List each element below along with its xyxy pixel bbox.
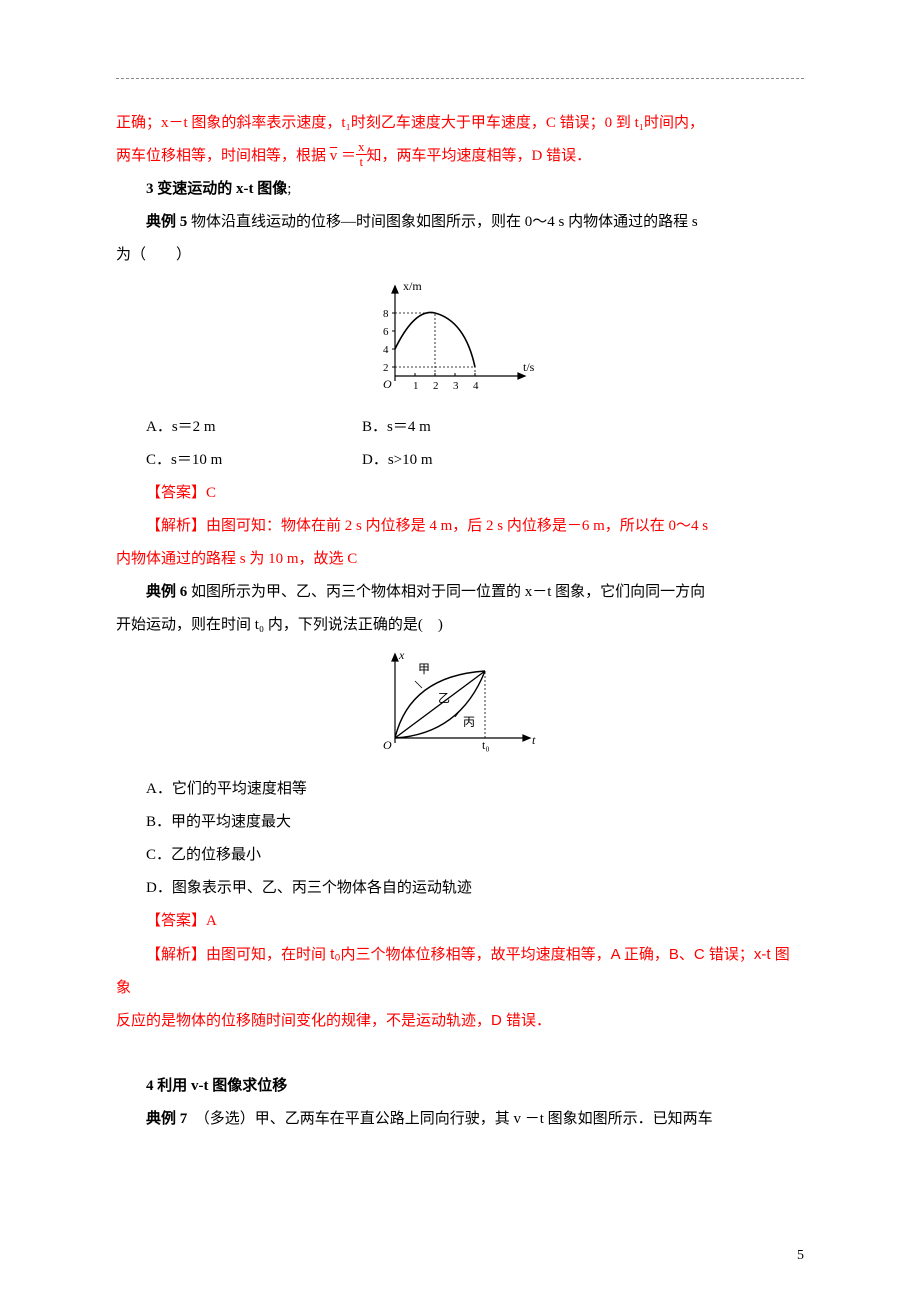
ex5-opt-c: C．s＝10 m — [116, 444, 362, 477]
ex6-explanation-1: 【解析】由图可知，在时间 t₀内三个物体位移相等，故平均速度相等，A 正确，B、… — [116, 938, 804, 1004]
ex6-body: 如图所示为甲、乙、丙三个物体相对于同一位置的 x－t 图象，它们向同一方向 — [187, 584, 705, 600]
ex5-opt-b: B．s＝4 m — [362, 411, 431, 444]
svg-text:6: 6 — [383, 326, 389, 338]
ex5-opt-d: D．s>10 m — [362, 444, 433, 477]
ex5-body2: 为（ ） — [116, 239, 804, 272]
top-red-2a: 两车位移相等，时间相等，根据 — [116, 148, 330, 164]
ex5-answer: 【答案】C — [116, 477, 804, 510]
svg-text:1: 1 — [413, 380, 419, 392]
section-4-title: 4 利用 v-t 图像求位移 — [116, 1070, 804, 1103]
chart-1: O x/m t/s 1 2 3 4 2 4 6 8 — [116, 276, 804, 407]
svg-text:4: 4 — [383, 344, 389, 356]
example-5: 典例 5 物体沿直线运动的位移—时间图象如图所示，则在 0～4 s 内物体通过的… — [116, 206, 804, 239]
svg-text:乙: 乙 — [438, 691, 450, 705]
vbar: v — [330, 148, 338, 164]
example-6: 典例 6 如图所示为甲、乙、丙三个物体相对于同一位置的 x－t 图象，它们向同一… — [116, 576, 804, 609]
ex6-answer: 【答案】A — [116, 905, 804, 938]
svg-text:x: x — [398, 648, 405, 662]
svg-text:3: 3 — [453, 380, 459, 392]
ex6-label: 典例 6 — [146, 584, 187, 600]
section-3-title: 3 变速运动的 x-t 图像; — [116, 173, 804, 206]
ex5-options-row2: C．s＝10 m D．s>10 m — [116, 444, 804, 477]
ex6-explanation-2: 反应的是物体的位移随时间变化的规律，不是运动轨迹，D 错误． — [116, 1004, 804, 1037]
svg-text:丙: 丙 — [463, 715, 475, 729]
top-explanation-line1: 正确；x－t 图象的斜率表示速度，t₁时刻乙车速度大于甲车速度，C 错误；0 到… — [116, 107, 804, 140]
header-rule — [116, 78, 804, 79]
svg-text:8: 8 — [383, 308, 389, 320]
ex5-label: 典例 5 — [146, 214, 187, 230]
frac-num: x — [356, 140, 367, 155]
ex6-opt-b: B．甲的平均速度最大 — [116, 806, 804, 839]
ex7-label: 典例 7 — [146, 1111, 187, 1127]
c1-origin: O — [383, 377, 392, 391]
svg-text:t₀: t₀ — [482, 738, 490, 752]
ex6-opt-a: A．它们的平均速度相等 — [116, 773, 804, 806]
example-7: 典例 7 （多选）甲、乙两车在平直公路上同向行驶，其 v －t 图象如图所示．已… — [116, 1103, 804, 1136]
page-number: 5 — [797, 1241, 804, 1272]
ex5-explanation-1: 【解析】由图可知：物体在前 2 s 内位移是 4 m，后 2 s 内位移是－6 … — [116, 510, 804, 543]
ex6-body2: 开始运动，则在时间 t₀ 内，下列说法正确的是( ) — [116, 609, 804, 642]
ex5-options-row1: A．s＝2 m B．s＝4 m — [116, 411, 804, 444]
ex5-body: 物体沿直线运动的位移—时间图象如图所示，则在 0～4 s 内物体通过的路程 s — [187, 214, 697, 230]
ex6-opt-c: C．乙的位移最小 — [116, 839, 804, 872]
svg-text:甲: 甲 — [418, 662, 430, 676]
chart-2: O x t t₀ 甲 乙 丙 — [116, 646, 804, 769]
ex6-opt-d: D．图象表示甲、乙、丙三个物体各自的运动轨迹 — [116, 872, 804, 905]
svg-text:4: 4 — [473, 380, 479, 392]
ex5-opt-a: A．s＝2 m — [116, 411, 362, 444]
frac-den: t — [356, 155, 367, 169]
top-explanation-line2: 两车位移相等，时间相等，根据 v ＝xt知，两车平均速度相等，D 错误． — [116, 140, 804, 173]
c1-xlabel: t/s — [523, 360, 535, 374]
c1-ylabel: x/m — [403, 279, 422, 293]
svg-text:O: O — [383, 738, 392, 752]
svg-text:2: 2 — [383, 362, 389, 374]
top-red-2b: 知，两车平均速度相等，D 错误． — [367, 148, 592, 164]
svg-text:t: t — [532, 733, 536, 747]
ex7-body: （多选）甲、乙两车在平直公路上同向行驶，其 v －t 图象如图所示．已知两车 — [187, 1111, 712, 1127]
ex5-explanation-2: 内物体通过的路程 s 为 10 m，故选 C — [116, 543, 804, 576]
svg-text:2: 2 — [433, 380, 439, 392]
fraction: xt — [356, 140, 367, 170]
